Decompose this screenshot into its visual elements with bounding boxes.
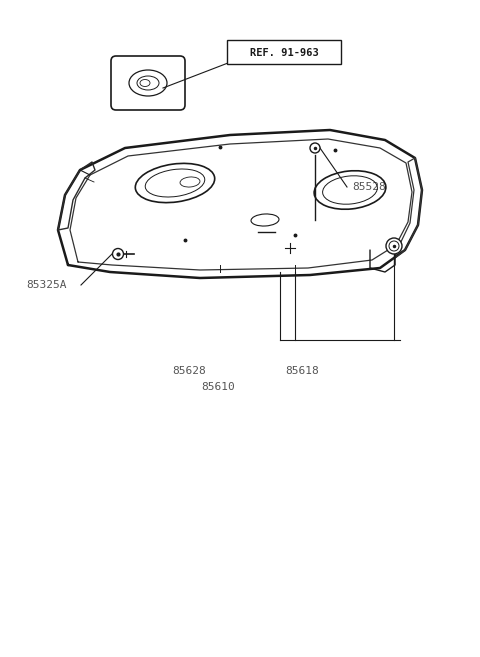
Circle shape xyxy=(112,248,123,260)
Text: 85610: 85610 xyxy=(201,382,235,392)
Text: 85618: 85618 xyxy=(285,366,319,376)
FancyBboxPatch shape xyxy=(227,40,341,64)
Circle shape xyxy=(310,143,320,153)
Text: 85628: 85628 xyxy=(172,366,206,376)
Circle shape xyxy=(386,238,402,254)
Text: 85528: 85528 xyxy=(352,182,386,192)
FancyBboxPatch shape xyxy=(111,56,185,110)
Text: REF. 91-963: REF. 91-963 xyxy=(250,48,318,58)
Text: 85325A: 85325A xyxy=(26,280,67,290)
